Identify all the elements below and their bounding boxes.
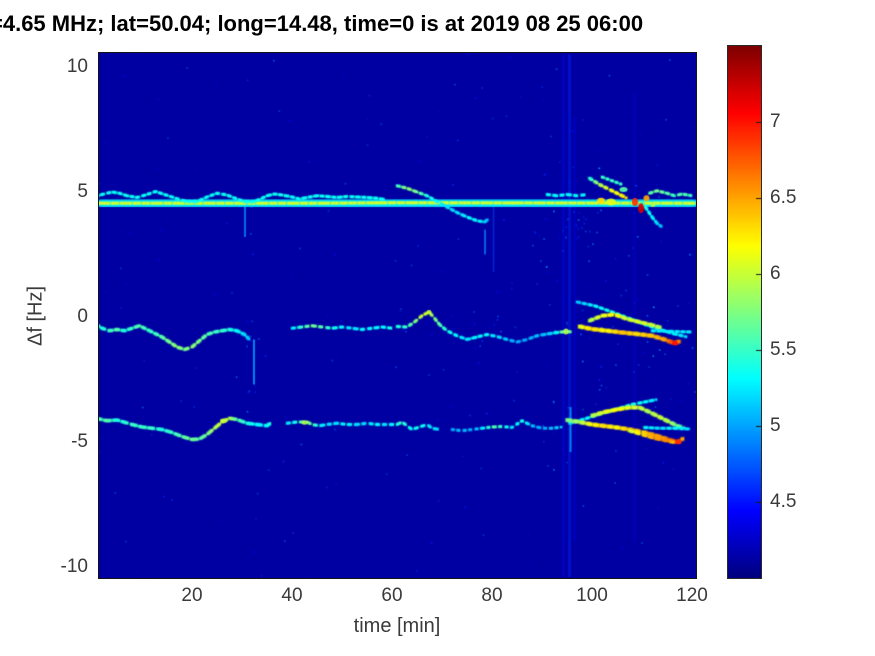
y-tick-label: 10 <box>66 56 88 77</box>
y-tick-label: -10 <box>60 556 88 577</box>
colorbar-tick-label: 5 <box>770 415 781 436</box>
x-axis-label: time [min] <box>353 615 441 637</box>
x-tick-label: 100 <box>576 585 608 606</box>
x-tick-label: 120 <box>676 585 708 606</box>
y-tick-label: -5 <box>71 431 88 452</box>
colorbar-tick-label: 6 <box>770 263 781 284</box>
colorbar-tick-label: 5.5 <box>770 339 797 360</box>
figure-title: =4.65 MHz; lat=50.04; long=14.48, time=0… <box>0 11 644 36</box>
x-tick-label: 40 <box>281 585 303 606</box>
colorbar-tick-label: 7 <box>770 111 781 132</box>
x-tick-label: 80 <box>481 585 503 606</box>
x-tick-label: 60 <box>381 585 403 606</box>
colorbar-canvas <box>727 45 762 579</box>
colorbar-tick-label: 6.5 <box>770 187 797 208</box>
y-tick-label: 0 <box>77 306 88 327</box>
x-tick-label: 20 <box>181 585 203 606</box>
colorbar-tick-label: 4.5 <box>770 491 797 512</box>
y-tick-label: 5 <box>77 181 88 202</box>
spectrogram-plot-canvas <box>98 52 697 579</box>
